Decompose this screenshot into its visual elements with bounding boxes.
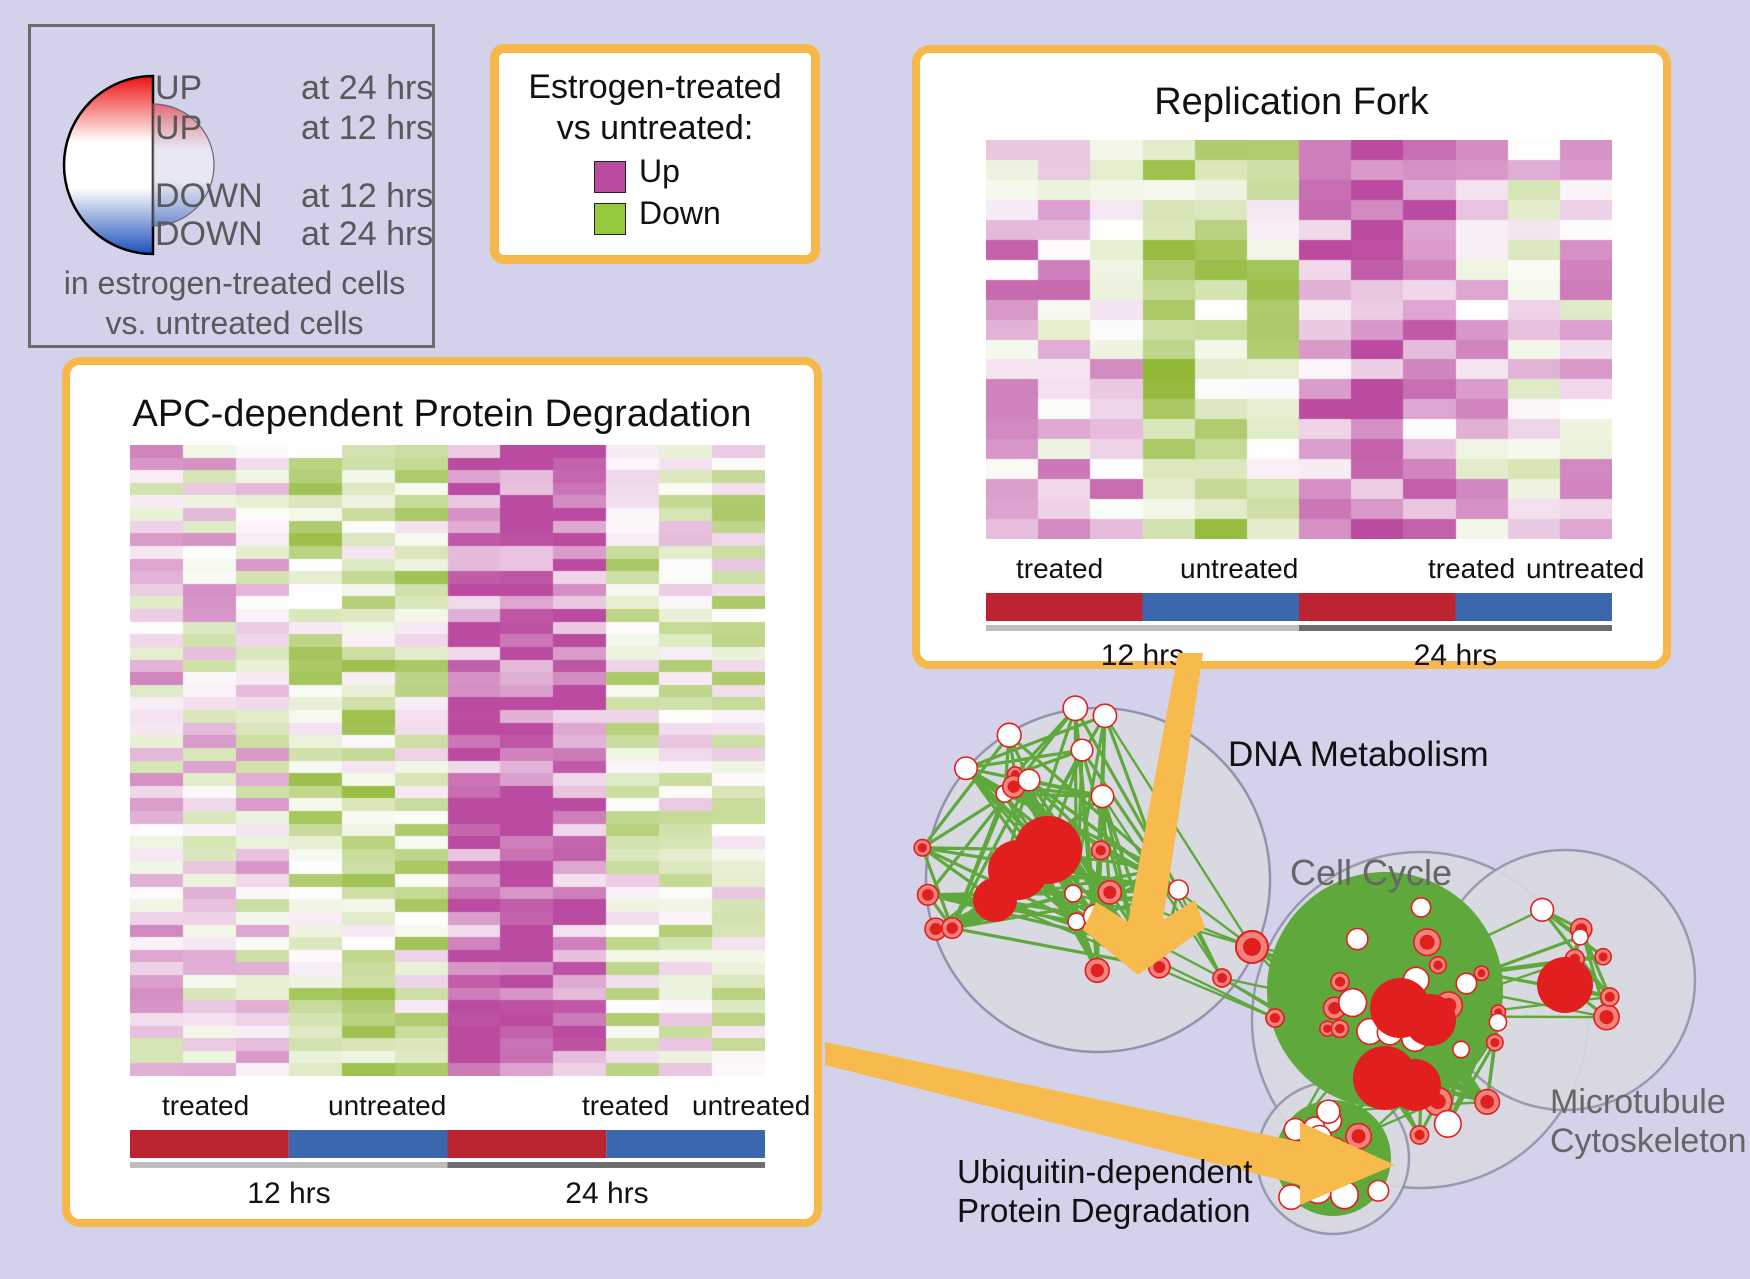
svg-text:Ubiquitin-dependent: Ubiquitin-dependent [957, 1153, 1252, 1190]
svg-text:Microtubule: Microtubule [1550, 1083, 1726, 1121]
svg-text:Cytoskeleton: Cytoskeleton [1550, 1122, 1747, 1160]
svg-text:DNA Metabolism: DNA Metabolism [1228, 735, 1489, 774]
svg-text:Protein Degradation: Protein Degradation [957, 1192, 1251, 1229]
svg-text:Cell Cycle: Cell Cycle [1290, 852, 1452, 893]
